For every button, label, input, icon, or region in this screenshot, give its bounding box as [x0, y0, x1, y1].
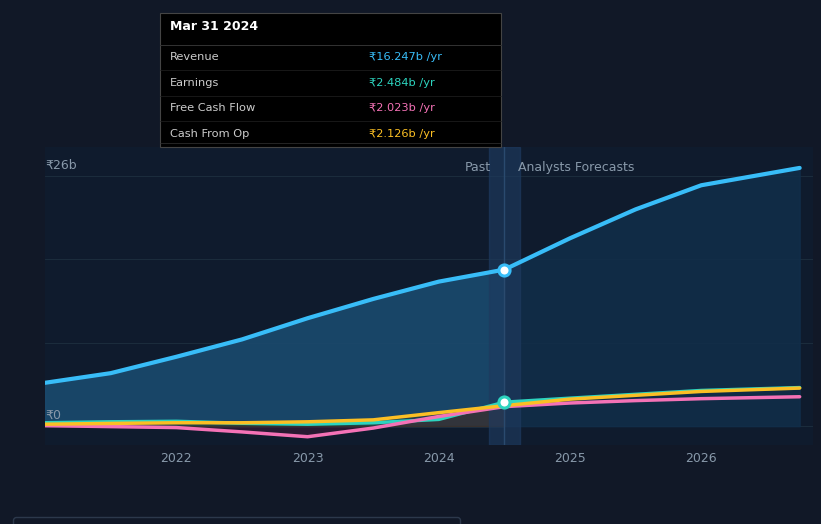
- Text: Earnings: Earnings: [170, 78, 219, 88]
- Text: ₹26b: ₹26b: [45, 159, 77, 172]
- Text: ₹0: ₹0: [45, 409, 61, 422]
- Text: Mar 31 2024: Mar 31 2024: [170, 20, 258, 33]
- Text: Past: Past: [466, 161, 491, 174]
- Text: Free Cash Flow: Free Cash Flow: [170, 103, 255, 114]
- Legend: Revenue, Earnings, Free Cash Flow, Cash From Op: Revenue, Earnings, Free Cash Flow, Cash …: [13, 517, 460, 524]
- Text: ₹2.484b /yr: ₹2.484b /yr: [369, 78, 435, 88]
- Text: ₹2.023b /yr: ₹2.023b /yr: [369, 103, 435, 114]
- Text: Revenue: Revenue: [170, 52, 219, 62]
- Text: ₹2.126b /yr: ₹2.126b /yr: [369, 129, 435, 139]
- Bar: [488, 147, 521, 445]
- Text: Analysts Forecasts: Analysts Forecasts: [517, 161, 634, 174]
- Text: Cash From Op: Cash From Op: [170, 129, 250, 139]
- Text: ₹16.247b /yr: ₹16.247b /yr: [369, 52, 443, 62]
